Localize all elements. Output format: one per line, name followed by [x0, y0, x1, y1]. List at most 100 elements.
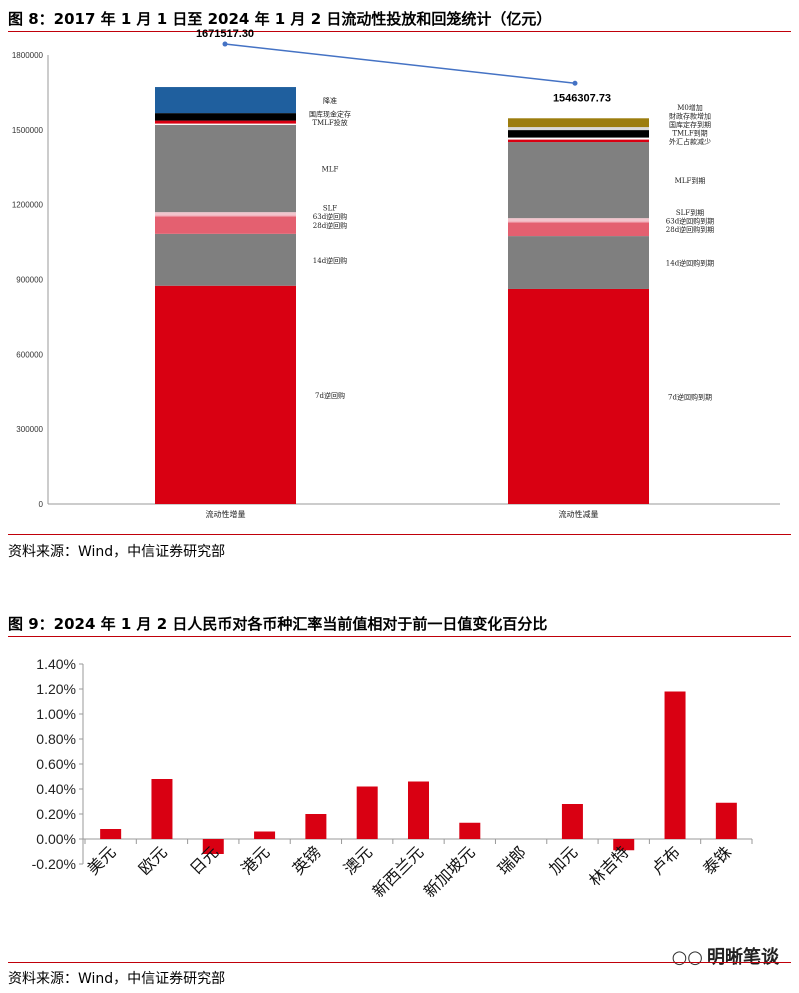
segment-label: MLF: [322, 165, 339, 173]
segment-label: 63d逆回购: [313, 212, 347, 221]
fx-bar: [459, 822, 481, 839]
bar-segment: [508, 218, 649, 222]
y-tick-label: 1.00%: [36, 706, 76, 722]
bar-segment: [508, 139, 649, 143]
fx-bar: [305, 814, 327, 839]
wechat-icon: ○○: [671, 947, 703, 968]
y-tick-label: 0.80%: [36, 731, 76, 747]
segment-label: 7d逆回购: [315, 391, 345, 400]
figure-8-source: 资料来源：Wind，中信证券研究部: [8, 544, 226, 560]
bar-segment: [155, 233, 296, 286]
x-category-label: 卢布: [648, 842, 684, 878]
bar-segment: [508, 142, 649, 219]
bar-segment: [155, 113, 296, 121]
segment-label: 国库定存到期: [669, 120, 711, 129]
fx-bar: [356, 786, 378, 839]
x-category-label: 澳元: [340, 842, 376, 878]
y-tick-label: 600000: [16, 350, 43, 359]
figure-9-title-rule: [8, 636, 791, 637]
total-connector-line: [224, 43, 576, 85]
segment-label: 63d逆回购到期: [666, 217, 714, 226]
watermark-text: 明晰笔谈: [707, 947, 779, 968]
liquidity-stacked-bar-chart: 0 300000 600000 900000 1200000 1500000 1800000…: [12, 28, 780, 519]
bar-segment: [508, 236, 649, 289]
y-tick-label: 0.20%: [36, 806, 76, 822]
total-marker: [222, 41, 228, 47]
x-category-label: 港元: [237, 842, 273, 878]
total-label: 1546307.73: [553, 92, 611, 104]
segment-label: 財政存款增加: [669, 111, 711, 120]
bar-segment: [155, 120, 296, 124]
figure-8-title: 图 8：2017 年 1 月 1 日至 2024 年 1 月 2 日流动性投放和…: [8, 10, 552, 28]
segment-label: 外汇占款减少: [669, 137, 711, 146]
bar-segment: [155, 216, 296, 234]
y-tick-label: -0.20%: [32, 856, 76, 872]
x-category-label: 瑞郎: [494, 842, 530, 878]
fx-bar: [151, 779, 173, 839]
bar-segment: [508, 118, 649, 128]
x-category-label: 流动性减量: [559, 509, 599, 519]
fx-bar: [254, 831, 276, 839]
segment-label: MLF到期: [675, 177, 706, 185]
segment-label: 国库现金定存: [309, 110, 351, 119]
x-category-label: 流动性增量: [206, 509, 246, 519]
y-tick-label: 1800000: [12, 51, 44, 60]
y-tick-label: 0.00%: [36, 831, 76, 847]
bar-segment: [155, 124, 296, 213]
x-category-label: 林吉特: [585, 842, 632, 889]
bar-segment: [508, 288, 649, 504]
figure-8-bottom-rule: [8, 534, 791, 535]
bar-segment: [155, 87, 296, 114]
figure-9-bottom-rule: [8, 962, 791, 963]
x-category-label: 美元: [83, 842, 119, 878]
fx-bar: [561, 804, 583, 839]
y-tick-label: 0.60%: [36, 756, 76, 772]
figure-9-source: 资料来源：Wind，中信证券研究部: [8, 971, 226, 987]
segment-label: 14d逆回购: [313, 256, 347, 265]
bar-segment: [508, 222, 649, 237]
x-category-label: 新加坡元: [420, 842, 479, 901]
segment-label: 28d逆回购: [313, 221, 347, 230]
bar-segment: [155, 123, 296, 125]
bar-segment: [155, 215, 296, 217]
y-tick-label: 0.40%: [36, 781, 76, 797]
figure-9-title: 图 9：2024 年 1 月 2 日人民币对各币种汇率当前值相对于前一日值变化百…: [8, 615, 548, 633]
fx-bar: [613, 839, 635, 851]
x-category-label: 欧元: [135, 842, 171, 878]
y-tick-label: 1200000: [12, 201, 44, 210]
segment-label: 7d逆回购到期: [668, 392, 712, 401]
watermark: ○○ 明晰笔谈: [672, 943, 779, 969]
y-tick-label: 1500000: [12, 126, 44, 135]
bar-segment: [508, 221, 649, 223]
bar-segment: [508, 137, 649, 140]
fx-change-bar-chart: -0.20% 0.00% 0.20% 0.40% 0.60% 0.80% 1.00% 1.20…: [32, 656, 753, 901]
x-category-label: 新西兰元: [369, 842, 428, 901]
bar-segment: [155, 212, 296, 216]
x-category-label: 加元: [545, 842, 581, 878]
bar-segment: [508, 130, 649, 138]
total-marker: [572, 80, 578, 86]
y-tick-label: 0: [39, 500, 44, 509]
total-label: 1671517.30: [196, 28, 254, 40]
segment-label: 14d逆回购到期: [666, 259, 714, 268]
bar-segment: [508, 127, 649, 131]
y-tick-label: 300000: [16, 425, 43, 434]
segment-label: TMLF到期: [672, 129, 707, 137]
segment-label: M0增加: [677, 103, 703, 112]
segment-label: 降准: [323, 96, 337, 105]
x-category-label: 泰铢: [699, 842, 735, 878]
segment-label: 28d逆回购到期: [666, 225, 714, 234]
y-tick-label: 1.20%: [36, 681, 76, 697]
fx-bar: [408, 781, 429, 839]
bar-segment: [155, 285, 296, 504]
figure-8-title-rule: [8, 31, 791, 32]
y-tick-label: 1.40%: [36, 656, 76, 672]
fx-bar: [202, 839, 224, 854]
segment-label: SLF: [323, 204, 337, 212]
segment-label: SLF到期: [676, 209, 704, 217]
fx-bar: [664, 691, 686, 839]
segment-label: TMLF投放: [312, 118, 347, 127]
fx-bar: [715, 802, 737, 839]
y-tick-label: 900000: [16, 276, 43, 285]
fx-bar: [100, 829, 122, 839]
